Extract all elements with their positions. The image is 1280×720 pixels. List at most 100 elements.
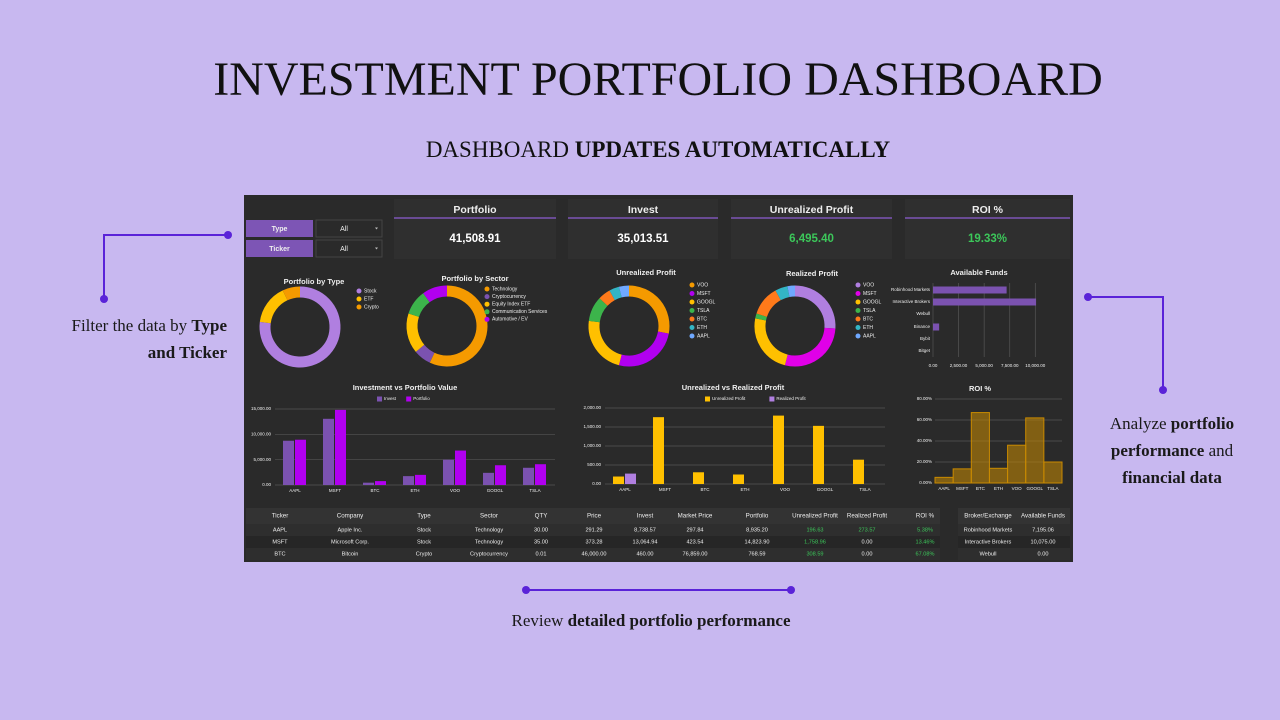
legend-swatch bbox=[484, 316, 490, 322]
subtitle-part: DASHBOARD bbox=[426, 137, 569, 162]
table-cell: BTC bbox=[274, 551, 285, 557]
bar bbox=[625, 473, 636, 484]
step bbox=[1043, 461, 1063, 484]
y-tick-label: Robinhood Markets bbox=[891, 287, 931, 292]
table-cell: MSFT bbox=[272, 539, 288, 545]
table-cell: AAPL bbox=[273, 527, 287, 533]
filter-label-bg bbox=[246, 240, 313, 257]
table-header: Company bbox=[337, 513, 364, 520]
kpi-label: Unrealized Profit bbox=[770, 204, 854, 216]
x-tick-label: ETH bbox=[411, 488, 420, 493]
y-tick-label: 80.00% bbox=[917, 396, 932, 401]
table-cell: Technology bbox=[475, 539, 504, 545]
step bbox=[934, 476, 954, 484]
legend-swatch bbox=[356, 288, 362, 294]
bar bbox=[363, 482, 374, 485]
table-cell: 0.01 bbox=[536, 551, 547, 557]
bar bbox=[933, 286, 1007, 294]
donut-segment bbox=[259, 290, 288, 324]
legend-label: TSLA bbox=[697, 308, 710, 314]
x-tick-label: GOOGL bbox=[487, 488, 504, 493]
table-cell: 768.59 bbox=[748, 551, 765, 557]
legend-swatch bbox=[406, 396, 412, 402]
y-tick-label: Binance bbox=[914, 324, 931, 329]
table-cell: 10,075.00 bbox=[1031, 539, 1056, 545]
y-tick-label: 500.00 bbox=[587, 462, 601, 467]
donut-segment bbox=[588, 298, 608, 323]
callout-review-part: Review bbox=[511, 611, 564, 630]
bar bbox=[523, 467, 534, 485]
chart-title: Portfolio by Type bbox=[284, 277, 345, 286]
legend-swatch bbox=[855, 291, 861, 296]
legend-swatch bbox=[689, 325, 695, 330]
y-tick-label: 5,000.00 bbox=[253, 457, 271, 462]
table-cell: 13.46% bbox=[916, 539, 935, 545]
legend-label: Unrealized Profit bbox=[712, 396, 746, 401]
table-header-bg bbox=[246, 508, 940, 524]
bar bbox=[335, 409, 346, 485]
legend-label: GOOGL bbox=[863, 299, 882, 305]
bar bbox=[613, 476, 624, 484]
legend-swatch bbox=[484, 286, 490, 292]
table-cell: Stock bbox=[417, 527, 431, 533]
dot bbox=[100, 295, 108, 303]
x-tick-label: MSFT bbox=[659, 487, 671, 492]
legend-swatch bbox=[855, 325, 861, 330]
donut-segment bbox=[282, 286, 301, 301]
bar bbox=[415, 474, 426, 485]
table-cell: 373.28 bbox=[585, 539, 602, 545]
table-header: QTY bbox=[535, 513, 548, 520]
legend-swatch bbox=[705, 396, 710, 402]
table-cell: 308.59 bbox=[806, 551, 823, 557]
legend-swatch bbox=[689, 299, 695, 305]
table-row-bg bbox=[958, 548, 1070, 560]
table-cell: Robinhood Markets bbox=[964, 527, 1013, 533]
table-row-bg bbox=[958, 536, 1070, 548]
filter-dropdown[interactable] bbox=[315, 239, 383, 258]
y-tick-label: Bybit bbox=[920, 336, 931, 341]
donut-segment bbox=[784, 327, 836, 367]
donut-segment bbox=[415, 344, 435, 363]
filter-dropdown[interactable] bbox=[315, 219, 383, 238]
x-tick-label: ETH bbox=[994, 486, 1003, 491]
legend-label: Communication Services bbox=[492, 309, 548, 315]
kpi-value: 35,013.51 bbox=[617, 233, 669, 245]
x-tick-label: BTC bbox=[976, 486, 986, 491]
donut-segment bbox=[423, 285, 448, 303]
legend-swatch bbox=[484, 294, 490, 300]
legend-swatch bbox=[855, 282, 861, 288]
chart-title: Unrealized vs Realized Profit bbox=[682, 383, 785, 392]
callout-analyze: Analyze portfolio bbox=[1110, 414, 1234, 433]
kpi-card bbox=[394, 199, 556, 259]
bar bbox=[455, 450, 466, 485]
dot bbox=[224, 231, 232, 239]
donut-segment bbox=[259, 286, 341, 368]
x-tick-label: 5,000.00 bbox=[975, 363, 993, 368]
table-cell: Webull bbox=[980, 551, 997, 557]
bar bbox=[535, 464, 546, 485]
y-tick-label: 0.00 bbox=[592, 481, 601, 486]
connectors bbox=[103, 234, 1164, 591]
donut-segment bbox=[618, 285, 630, 298]
table-cell: 1,758.96 bbox=[804, 539, 826, 545]
legend-label: Automotive / EV bbox=[492, 317, 529, 323]
legend-label: Equity Index ETF bbox=[492, 302, 530, 308]
y-tick-label: 2,000.00 bbox=[583, 405, 601, 410]
legend-label: ETH bbox=[863, 325, 873, 331]
bar bbox=[733, 474, 744, 484]
bar bbox=[933, 323, 940, 331]
x-tick-label: VOO bbox=[450, 488, 461, 493]
x-tick-label: VOO bbox=[1012, 486, 1023, 491]
legend-swatch bbox=[855, 316, 861, 322]
table-header: Broker/Exchange bbox=[964, 513, 1012, 520]
bar bbox=[295, 439, 306, 485]
callout-analyze-part: financial data bbox=[1122, 468, 1222, 487]
legend-swatch bbox=[356, 296, 362, 302]
x-tick-label: 2,500.00 bbox=[950, 363, 968, 368]
legend-label: VOO bbox=[863, 282, 874, 288]
x-tick-label: GOOGL bbox=[1027, 486, 1044, 491]
kpi-value: 19.33% bbox=[968, 233, 1007, 245]
legend-label: Invest bbox=[384, 396, 397, 401]
table-cell: 30.00 bbox=[534, 527, 548, 533]
